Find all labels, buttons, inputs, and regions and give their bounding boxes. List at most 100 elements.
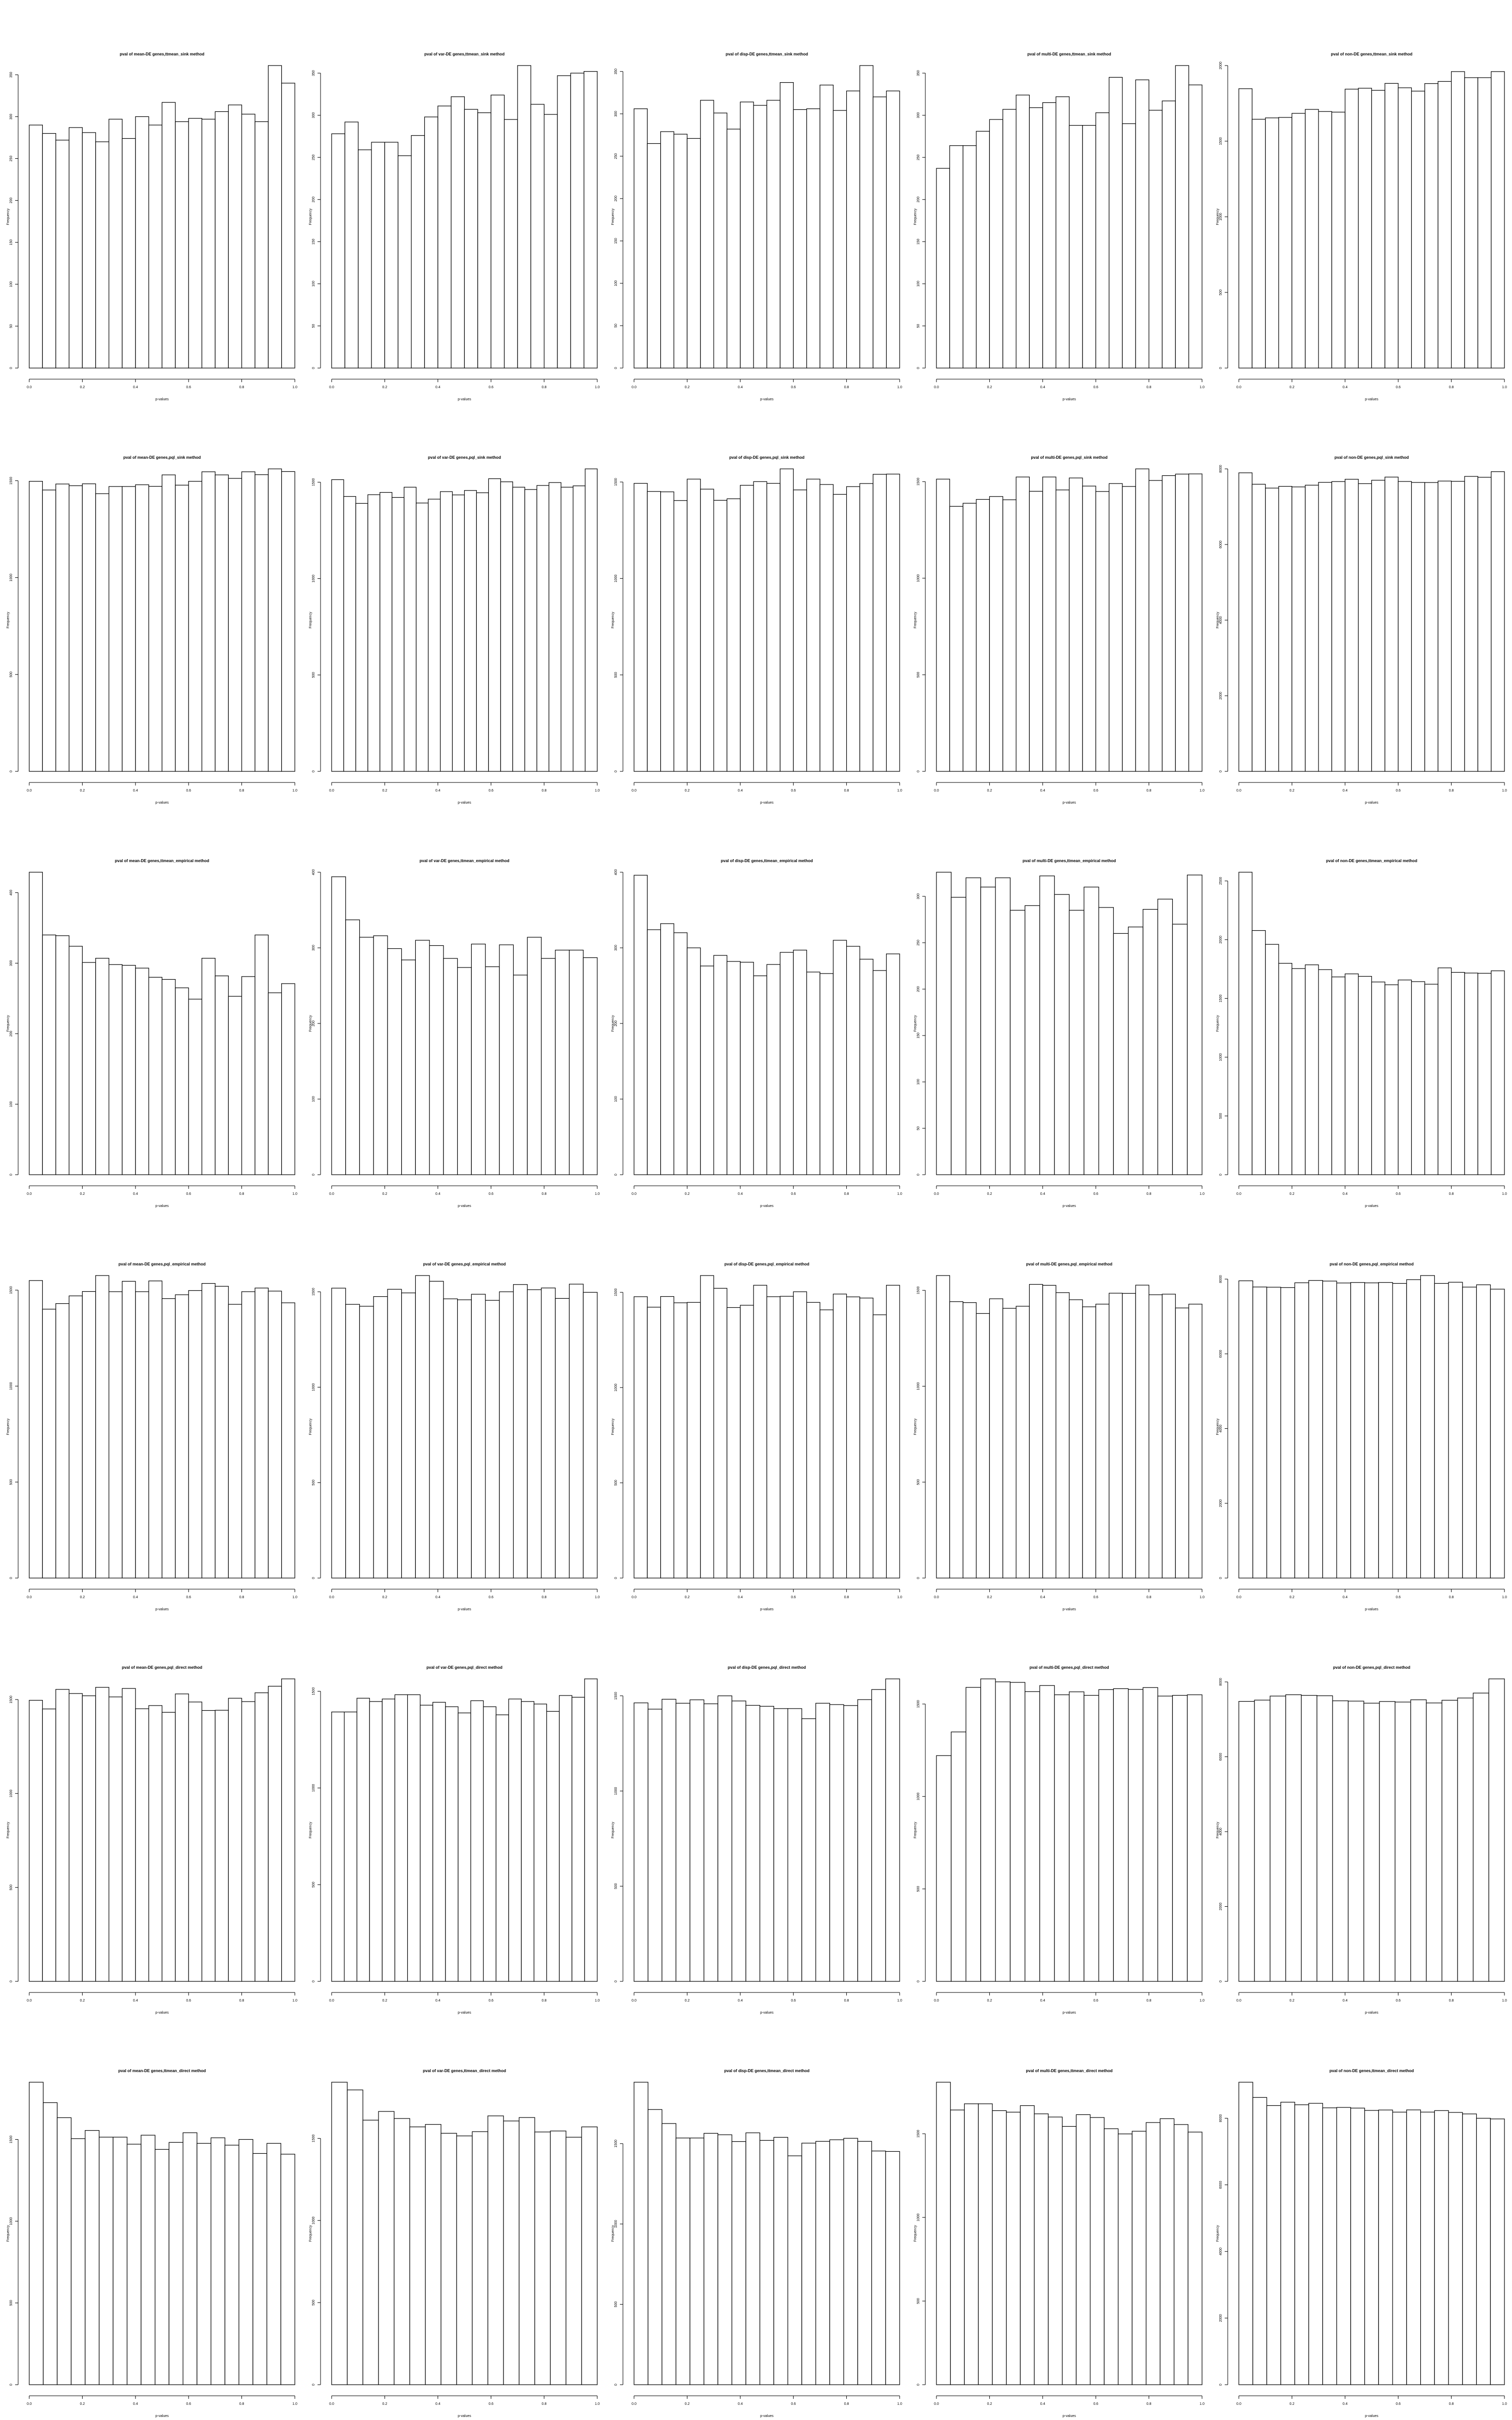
y-tick-label: 200 [312,1020,316,1026]
y-tick-label: 0 [614,1174,618,1176]
histogram-bar [1135,1285,1150,1579]
y-tick-label: 300 [10,960,13,966]
x-axis-label: p-values [760,1204,774,1208]
histogram-bar [1108,483,1123,772]
x-axis-label: p-values [1062,1608,1076,1611]
x-tick-label: 0.6 [186,1999,191,2003]
x-tick-label: 0.0 [329,1596,334,1599]
x-tick-label: 0.8 [542,1999,547,2003]
histogram-bar [1054,894,1070,1175]
y-tick-label: 0 [614,2384,618,2386]
histogram-bar [439,491,453,772]
histogram-bar [634,108,648,369]
histogram-bar [1411,981,1425,1175]
y-tick-label: 0 [10,2384,13,2386]
chart-title: pval of non-DE genes,ttmean_direct metho… [1330,2069,1414,2073]
y-axis: 0 2000 4000 6000 8000 [1219,465,1228,772]
histogram-svg: pval of non-DE genes,ttmean_sink method 0… [1216,52,1507,401]
histogram-svg: pval of disp-DE genes,ttmean_sink method… [611,52,902,401]
histogram-bar [936,168,950,369]
x-axis-label: p-values [760,801,774,805]
histogram-bar [345,1304,360,1579]
y-tick-label: 350 [10,72,13,78]
histogram-bar [241,976,256,1175]
histogram-bar [1122,123,1136,369]
histogram-bar [1238,2082,1253,2385]
histogram-svg: pval of var-DE genes,ttmean_sink method 0… [309,52,600,401]
histogram-bar [82,483,96,772]
x-tick-label: 0.8 [844,386,849,389]
histogram-bar [634,875,648,1175]
x-tick-label: 0.4 [435,1596,440,1599]
histogram-bar [1437,480,1452,772]
histogram-svg: pval of mean-DE genes,ttmean_empirical m… [7,859,297,1208]
y-tick-label: 100 [312,281,316,287]
histogram-bar [1113,933,1129,1175]
y-tick-label: 1000 [917,1382,920,1390]
x-axis-label: p-values [1365,2011,1378,2015]
histogram-bar [995,1681,1011,1982]
x-tick-label: 0.2 [383,1192,388,1196]
x-tick-label: 0.8 [1449,789,1454,793]
x-axis: 0.0 0.2 0.4 0.6 0.8 1.0 [632,379,902,389]
y-axis: 0 500 1000 1500 [312,1288,321,1579]
histogram-bar [188,1290,203,1579]
histogram-bar [201,471,216,772]
x-tick-label: 0.8 [239,2402,244,2406]
histogram-bar [135,967,149,1175]
x-axis-label: p-values [155,1608,169,1611]
histogram-bar [1398,481,1412,772]
histogram-bar [1424,83,1438,369]
chart-title: pval of disp-DE genes,pql_sink method [729,455,804,460]
histogram-bar [936,1275,950,1579]
x-tick-label: 1.0 [1502,1596,1507,1599]
y-tick-label: 500 [917,1886,920,1892]
y-tick-label: 0 [10,1174,13,1176]
chart-title: pval of disp-DE genes,pql_direct method [728,1665,806,1670]
histogram-panel: pval of disp-DE genes,ttmean_empirical m… [605,807,907,1210]
x-tick-label: 0.6 [488,1596,493,1599]
histogram-bar [281,1678,295,1982]
histogram-bar [833,1294,847,1579]
histogram-bar [148,977,163,1175]
histogram-bar [1090,2117,1105,2385]
x-tick-label: 0.8 [239,1192,244,1196]
histogram-bar [1476,2118,1491,2385]
histogram-bar [1160,2118,1175,2385]
histogram-bar [559,1695,573,1982]
histogram-bar [1491,471,1505,772]
histogram-bar [69,485,83,772]
y-axis-label: Frequency [309,2225,312,2242]
x-tick-label: 0.2 [685,386,690,389]
y-axis: 0 500 1000 1500 [614,1692,623,1982]
histogram-bar [1034,2113,1049,2385]
histogram-panel: pval of var-DE genes,pql_direct method 0 5… [302,1613,605,2017]
histogram-bar [201,958,216,1175]
x-tick-label: 1.0 [1502,386,1507,389]
chart-title: pval of mean-DE genes,pql_direct method [122,1665,203,1670]
histogram-bar [872,1314,887,1579]
x-tick-label: 0.4 [738,2402,743,2406]
x-axis: 0.0 0.2 0.4 0.6 0.8 1.0 [27,1185,297,1196]
chart-title: pval of disp-DE genes,ttmean_direct meth… [724,2069,809,2073]
chart-title: pval of non-DE genes,pql_direct method [1333,1665,1410,1670]
y-axis-label: Frequency [1216,1015,1220,1032]
histogram-bar [127,2144,142,2385]
histogram-bar [71,2138,86,2385]
x-tick-label: 0.0 [1236,1596,1241,1599]
histogram-bar [519,2117,535,2385]
histogram-bar [508,1699,522,1982]
histogram-bar [456,2135,473,2385]
histogram-bar [29,125,43,369]
histogram-bar [1143,1687,1158,1982]
histogram-bar [673,1302,688,1579]
histogram-bar [404,487,417,772]
y-tick-label: 0 [917,1174,920,1176]
histogram-bar [766,483,781,772]
x-axis-label: p-values [458,2011,471,2015]
y-tick-label: 1500 [1219,994,1223,1002]
x-axis: 0.0 0.2 0.4 0.6 0.8 1.0 [1236,1589,1507,1599]
chart-title: pval of multi-DE genes,pql_empirical met… [1026,1262,1112,1266]
histogram-bar [1010,1682,1026,1982]
histogram-bar [1379,1701,1396,1982]
